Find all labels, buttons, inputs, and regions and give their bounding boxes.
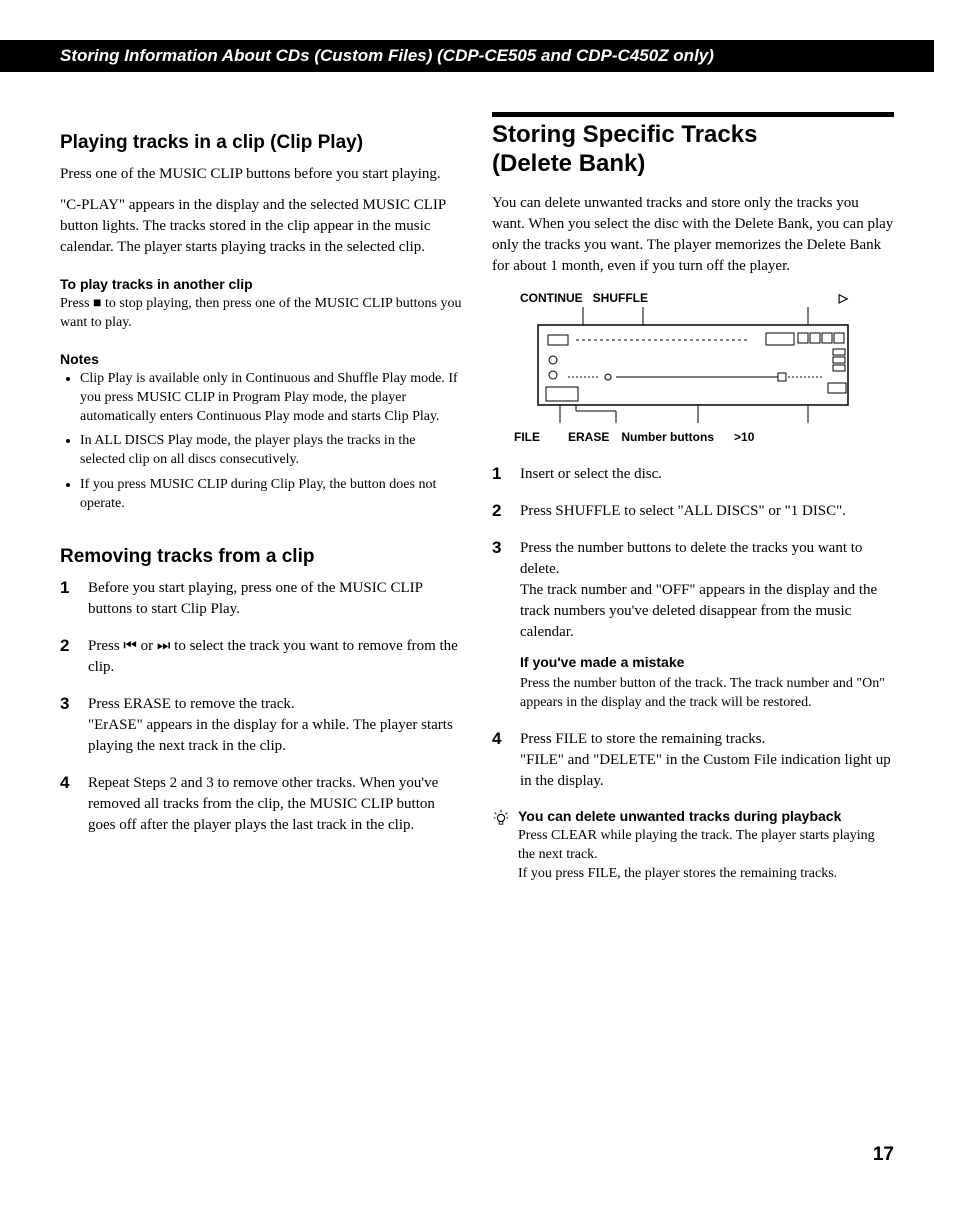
heading-line: (Delete Bank)	[492, 150, 645, 177]
heading-delete-bank: Storing Specific Tracks (Delete Bank)	[492, 121, 894, 179]
tip-body: You can delete unwanted tracks during pl…	[518, 808, 894, 884]
step-body: Press SHUFFLE to select "ALL DISCS" or "…	[520, 501, 894, 522]
player-diagram: CONTINUE SHUFFLE ▷	[492, 291, 894, 444]
step-row: 4 Repeat Steps 2 and 3 to remove other t…	[60, 773, 462, 836]
step-body: Press ERASE to remove the track."ErASE" …	[88, 694, 462, 757]
subheading: To play tracks in another clip	[60, 276, 462, 292]
left-column: Playing tracks in a clip (Clip Play) Pre…	[60, 112, 462, 884]
note-item: In ALL DISCS Play mode, the player plays…	[80, 432, 462, 470]
heading-line: Storing Specific Tracks	[492, 121, 757, 148]
paragraph: "C-PLAY" appears in the display and the …	[60, 195, 462, 258]
step-row: 1 Insert or select the disc.	[492, 464, 894, 485]
step-number: 3	[60, 694, 76, 757]
diagram-label: >10	[734, 430, 754, 444]
heading-clip-play: Playing tracks in a clip (Clip Play)	[60, 132, 462, 154]
heading-rule: Storing Specific Tracks (Delete Bank)	[492, 112, 894, 179]
step-number: 2	[60, 636, 76, 678]
paragraph: Press ■ to stop playing, then press one …	[60, 295, 462, 333]
step-number: 3	[492, 538, 508, 713]
diagram-label: Number buttons	[621, 430, 714, 444]
step-number: 1	[60, 578, 76, 620]
step-body: Before you start playing, press one of t…	[88, 578, 462, 620]
tip-icon	[492, 808, 512, 884]
step-row: 3 Press the number buttons to delete the…	[492, 538, 894, 713]
notes-list: Clip Play is available only in Continuou…	[60, 370, 462, 514]
right-column: Storing Specific Tracks (Delete Bank) Yo…	[492, 112, 894, 884]
paragraph: Press the number button of the track. Th…	[520, 675, 894, 713]
step-number: 4	[60, 773, 76, 836]
page-number: 17	[0, 884, 954, 1166]
diagram-top-labels: CONTINUE SHUFFLE ▷	[492, 291, 894, 305]
step-row: 3 Press ERASE to remove the track."ErASE…	[60, 694, 462, 757]
diagram-svg	[492, 305, 894, 425]
diagram-bottom-labels: FILE ERASE Number buttons >10	[492, 430, 894, 444]
heading-removing: Removing tracks from a clip	[60, 546, 462, 568]
step-body: Insert or select the disc.	[520, 464, 894, 485]
step-body: Press the number buttons to delete the t…	[520, 538, 894, 713]
step-body: Press ⏮ or ⏭ to select the track you wan…	[88, 636, 462, 678]
note-item: If you press MUSIC CLIP during Clip Play…	[80, 476, 462, 514]
section-banner: Storing Information About CDs (Custom Fi…	[0, 40, 934, 72]
diagram-label: ERASE	[568, 430, 609, 444]
step-text: Press the number buttons to delete the t…	[520, 540, 877, 640]
step-body: Press FILE to store the remaining tracks…	[520, 729, 894, 792]
step-number: 4	[492, 729, 508, 792]
tip-text: Press CLEAR while playing the track. The…	[518, 827, 894, 884]
tip-row: You can delete unwanted tracks during pl…	[492, 808, 894, 884]
step-row: 4 Press FILE to store the remaining trac…	[492, 729, 894, 792]
subheading: If you've made a mistake	[520, 653, 894, 673]
step-number: 2	[492, 501, 508, 522]
diagram-label: FILE	[514, 430, 540, 444]
step-row: 2 Press SHUFFLE to select "ALL DISCS" or…	[492, 501, 894, 522]
paragraph: You can delete unwanted tracks and store…	[492, 193, 894, 277]
play-icon: ▷	[839, 291, 848, 305]
step-row: 1 Before you start playing, press one of…	[60, 578, 462, 620]
content-columns: Playing tracks in a clip (Clip Play) Pre…	[0, 112, 954, 884]
tip-title: You can delete unwanted tracks during pl…	[518, 808, 894, 824]
notes-heading: Notes	[60, 351, 462, 367]
step-row: 2 Press ⏮ or ⏭ to select the track you w…	[60, 636, 462, 678]
paragraph: Press one of the MUSIC CLIP buttons befo…	[60, 164, 462, 185]
diagram-label: CONTINUE	[520, 291, 583, 305]
diagram-label: SHUFFLE	[593, 291, 648, 305]
step-body: Repeat Steps 2 and 3 to remove other tra…	[88, 773, 462, 836]
note-item: Clip Play is available only in Continuou…	[80, 370, 462, 427]
step-number: 1	[492, 464, 508, 485]
